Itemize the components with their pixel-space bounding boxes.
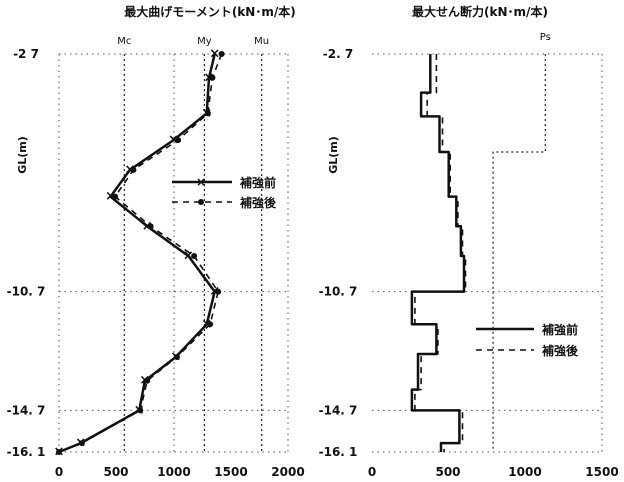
left-series-before [58, 53, 216, 454]
left-legend-label-before: 補強前 [239, 175, 276, 190]
left-point-before: × [183, 248, 194, 263]
left-point-after [56, 449, 62, 455]
left-point-after [215, 288, 222, 295]
left-point-after [207, 321, 214, 328]
right-ref-label-Ps: Ps [540, 32, 551, 43]
left-point-before: × [125, 162, 136, 177]
right-y-tick-label: -14. 7 [319, 403, 358, 417]
right-x-tick-label: 1000 [508, 465, 541, 479]
left-tick-labels: -2 7 -10. 7 -14. 7 -16. 1 0 500 1000 1500 2000 [7, 47, 305, 479]
left-point-after [144, 377, 151, 384]
left-point-after [112, 193, 119, 200]
left-series-group: ××××××××××××××× [54, 47, 225, 460]
left-y-tick-label: -10. 7 [7, 285, 46, 299]
right-reference-lines: Ps [492, 32, 551, 452]
left-y-tick-label: -14. 7 [7, 403, 46, 417]
left-point-before: × [204, 70, 215, 85]
left-x-tick-label: 500 [103, 465, 128, 479]
left-y-axis-label: GL(m) [16, 136, 29, 174]
left-chart-title: 最大曲げモーメント(kN･m/本) [124, 4, 295, 19]
left-point-after [78, 440, 85, 447]
left-point-after [173, 353, 180, 360]
right-legend-label-after: 補強後 [541, 343, 579, 358]
left-x-tick-label: 0 [55, 465, 63, 479]
right-series-group [410, 54, 467, 452]
left-y-tick-label: -2 7 [13, 47, 39, 61]
left-reference-lines: Mc My Mu [117, 36, 269, 452]
left-legend-label-after: 補強後 [239, 195, 277, 210]
left-point-after [130, 166, 137, 173]
left-x-tick-label: 1500 [214, 465, 247, 479]
right-tick-labels: -2. 7 -10. 7 -14. 7 -16. 1 0 500 1000 1500 [319, 47, 619, 479]
left-point-after [209, 74, 216, 81]
left-point-before: × [105, 189, 116, 204]
right-series-before [410, 54, 466, 452]
right-ref-line-Ps [492, 54, 546, 452]
shear-force-chart: 最大せん断力(kN･m/本) GL(m) Ps -2. 7 -10. 7 -14. … [319, 4, 619, 479]
right-y-tick-label: -10. 7 [319, 285, 358, 299]
left-point-after [137, 407, 144, 414]
left-series-after [58, 53, 223, 453]
left-ref-label-Mc: Mc [117, 36, 131, 47]
left-point-after [175, 137, 182, 144]
right-y-axis-label: GL(m) [327, 136, 340, 174]
left-legend-dot-marker [198, 199, 204, 205]
left-x-tick-label: 2000 [271, 465, 304, 479]
bending-moment-chart: 最大曲げモーメント(kN･m/本) GL(m) Mc My Mu ×××××××××… [7, 4, 305, 479]
left-legend-cross-marker: × [196, 175, 206, 189]
left-gridlines [58, 53, 289, 453]
right-x-tick-label: 1500 [585, 465, 618, 479]
left-point-after [191, 252, 198, 259]
left-ref-label-Mu: Mu [254, 36, 269, 47]
left-point-before: × [168, 133, 179, 148]
right-x-tick-label: 500 [435, 465, 460, 479]
right-gridlines [372, 53, 603, 453]
left-point-after [204, 110, 211, 117]
left-point-before: × [209, 47, 220, 62]
right-y-tick-label: -2. 7 [323, 47, 353, 61]
right-series-after [414, 54, 467, 452]
left-point-before: × [201, 317, 212, 332]
right-legend-label-before: 補強前 [541, 322, 578, 337]
left-x-tick-label: 1000 [157, 465, 190, 479]
left-point-after [147, 223, 154, 230]
left-legend: × 補強前 補強後 [172, 175, 277, 210]
right-y-tick-label: -16. 1 [319, 445, 358, 459]
right-chart-title: 最大せん断力(kN･m/本) [412, 4, 548, 19]
left-y-tick-label: -16. 1 [7, 445, 46, 459]
left-point-after [218, 51, 225, 57]
right-x-tick-label: 0 [368, 465, 376, 479]
right-legend: 補強前 補強後 [476, 322, 579, 358]
left-point-before: × [142, 219, 153, 234]
left-ref-label-My: My [197, 36, 212, 47]
left-point-before: × [209, 284, 220, 299]
